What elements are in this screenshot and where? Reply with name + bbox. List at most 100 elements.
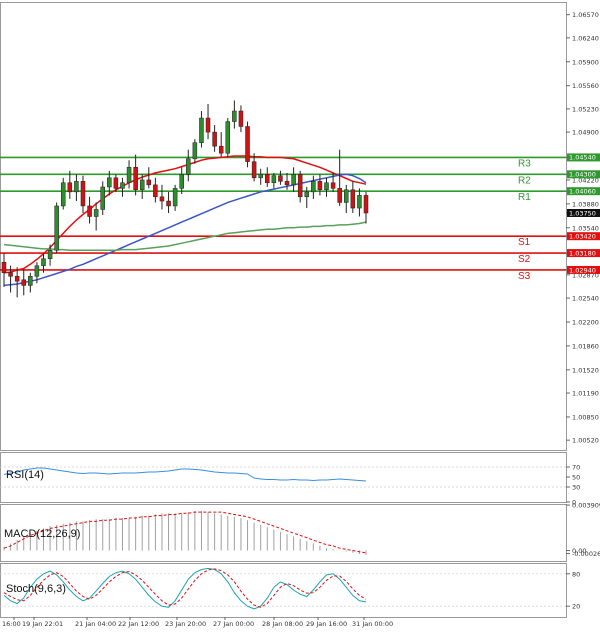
price-tick-label: 1.01190 bbox=[572, 390, 599, 398]
macd-tick-label: -0.00026 bbox=[572, 550, 600, 558]
level-price-label: 1.04300 bbox=[569, 171, 596, 179]
price-tick-label: 1.06240 bbox=[572, 34, 599, 42]
candle-body bbox=[297, 174, 303, 198]
rsi-tick-label: 30 bbox=[572, 484, 580, 492]
candle-body bbox=[363, 195, 369, 214]
candle-body bbox=[139, 179, 145, 191]
stoch-tick-label: 80 bbox=[572, 570, 580, 578]
price-tick-label: 1.00520 bbox=[572, 437, 599, 445]
price-tick-label: 1.03880 bbox=[572, 200, 599, 208]
time-tick-label: 23 Jan 20:00 bbox=[165, 620, 206, 628]
level-price-label: 1.03420 bbox=[569, 232, 596, 240]
price-tick-label: 1.00850 bbox=[572, 413, 599, 421]
candle-body bbox=[80, 181, 86, 207]
candle-body bbox=[291, 174, 296, 186]
level-name-r2: R2 bbox=[518, 175, 531, 186]
candle-body bbox=[192, 142, 198, 160]
time-tick-label: 27 Jan 00:00 bbox=[213, 620, 254, 628]
macd-panel-frame bbox=[0, 504, 567, 562]
candle-body bbox=[344, 189, 349, 203]
stoch-panel-frame bbox=[0, 563, 567, 618]
level-price-box bbox=[567, 265, 600, 274]
time-tick-label: 22 Jan 12:00 bbox=[118, 620, 159, 628]
time-tick-label: 28 Jan 08:00 bbox=[262, 620, 303, 628]
candle-body bbox=[126, 167, 132, 183]
time-tick-label: 29 Jan 16:00 bbox=[306, 620, 347, 628]
rsi-line bbox=[3, 467, 367, 482]
candle-body bbox=[337, 188, 342, 203]
level-name-s3: S3 bbox=[518, 271, 531, 282]
level-price-label: 1.03180 bbox=[569, 249, 596, 257]
time-tick-label: 19 Jan 22:01 bbox=[22, 620, 63, 628]
time-tick-label: 31 Jan 00:00 bbox=[352, 620, 393, 628]
price-tick-label: 1.05230 bbox=[572, 105, 599, 113]
price-tick-label: 1.04900 bbox=[572, 129, 599, 137]
price-tick-label: 1.02200 bbox=[572, 319, 599, 327]
price-tick-label: 1.01520 bbox=[572, 366, 599, 374]
candle-body bbox=[225, 121, 231, 154]
stoch-label: Stoch(9,6,3) bbox=[6, 583, 66, 595]
stoch-k-line bbox=[3, 567, 367, 610]
candle-body bbox=[60, 182, 66, 207]
candle-body bbox=[265, 174, 270, 183]
candle-body bbox=[172, 188, 178, 207]
macd-tick-label: 0.00 bbox=[572, 547, 586, 555]
candle-body bbox=[166, 200, 171, 207]
ma-line-ma-fast bbox=[3, 155, 367, 274]
candle-body bbox=[311, 181, 316, 193]
candle-body bbox=[100, 186, 105, 210]
level-name-r3: R3 bbox=[518, 158, 531, 169]
main-panel-frame bbox=[0, 2, 567, 451]
candle-body bbox=[186, 158, 191, 175]
candle-body bbox=[153, 184, 158, 198]
candle-body bbox=[317, 181, 323, 191]
candle-body bbox=[1, 261, 7, 274]
candle-body bbox=[357, 195, 362, 209]
candle-body bbox=[28, 276, 33, 286]
candle-body bbox=[238, 110, 244, 127]
level-price-box bbox=[567, 232, 600, 241]
candle-body bbox=[179, 174, 184, 189]
candle-body bbox=[199, 117, 204, 143]
level-price-box bbox=[567, 170, 600, 179]
candle-body bbox=[146, 179, 152, 186]
candle-body bbox=[107, 177, 112, 188]
candle-body bbox=[133, 167, 138, 191]
stoch-tick-label: 20 bbox=[572, 603, 580, 611]
candle-body bbox=[212, 131, 217, 147]
price-tick-label: 1.02540 bbox=[572, 295, 599, 303]
level-price-box bbox=[567, 249, 600, 258]
current-price-label: 1.03750 bbox=[569, 209, 596, 217]
level-name-s2: S2 bbox=[518, 254, 531, 265]
candle-body bbox=[93, 209, 99, 217]
candle-body bbox=[258, 174, 263, 179]
candle-body bbox=[47, 250, 53, 259]
level-price-label: 1.04540 bbox=[569, 154, 596, 162]
level-price-box bbox=[567, 153, 600, 162]
time-tick-label: 16:00 bbox=[2, 620, 21, 628]
candle-body bbox=[14, 276, 20, 282]
candle-body bbox=[74, 181, 79, 193]
macd-signal-line bbox=[3, 511, 367, 554]
rsi-tick-label: 70 bbox=[572, 464, 580, 472]
price-tick-label: 1.05900 bbox=[572, 58, 599, 66]
price-tick-label: 1.01860 bbox=[572, 342, 599, 350]
candle-body bbox=[284, 181, 290, 186]
price-tick-label: 1.02870 bbox=[572, 271, 599, 279]
price-tick-label: 1.03540 bbox=[572, 224, 599, 232]
candle-body bbox=[304, 191, 310, 198]
candle-body bbox=[278, 175, 283, 182]
candle-body bbox=[113, 177, 119, 189]
macd-tick-label: 0.003909 bbox=[572, 502, 600, 510]
candle-body bbox=[232, 110, 237, 122]
candle-body bbox=[324, 182, 329, 191]
candle-body bbox=[54, 205, 59, 251]
candle-body bbox=[245, 126, 250, 162]
candle-body bbox=[87, 205, 92, 217]
level-price-label: 1.02940 bbox=[569, 266, 596, 274]
candle-body bbox=[205, 117, 211, 133]
price-tick-label: 1.05560 bbox=[572, 82, 599, 90]
candle-body bbox=[159, 196, 165, 202]
level-name-r1: R1 bbox=[518, 192, 531, 203]
